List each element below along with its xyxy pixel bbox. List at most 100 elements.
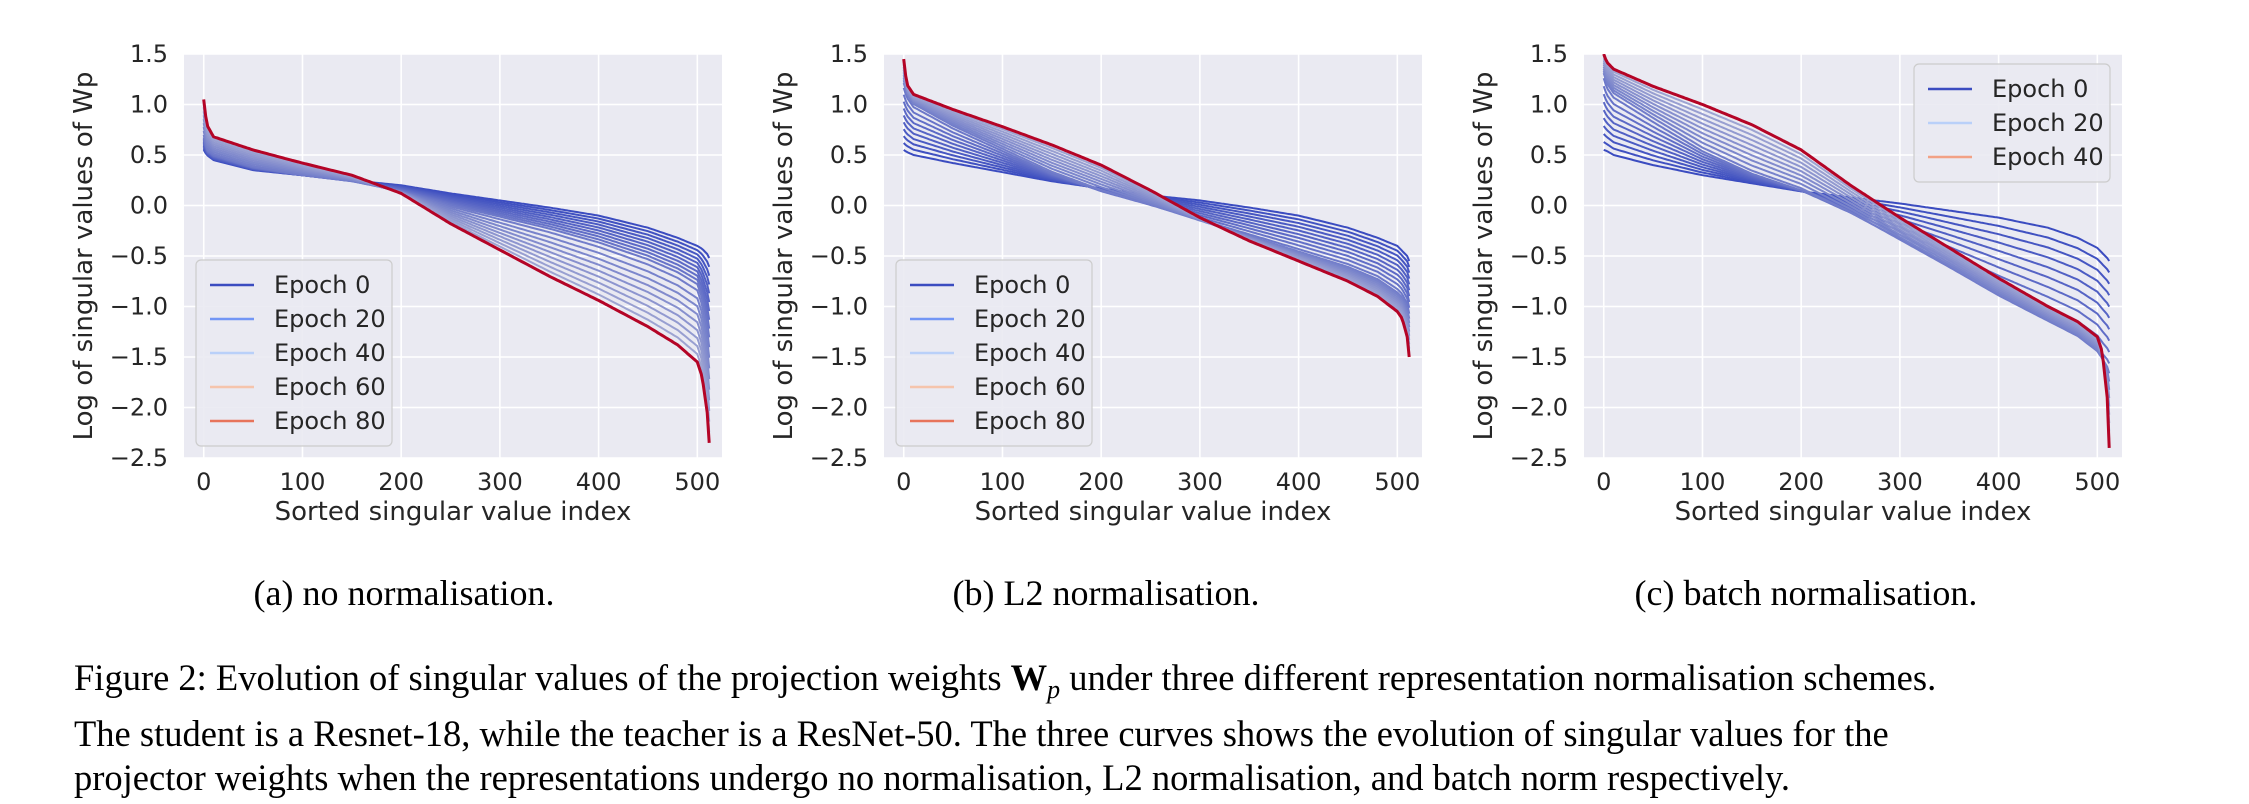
subcaption: (c) batch normalisation. xyxy=(1635,573,1978,613)
x-tick-label: 300 xyxy=(477,468,523,496)
y-tick-label: −2.5 xyxy=(810,444,868,472)
legend-label: Epoch 60 xyxy=(274,373,386,401)
y-axis-label: Log of singular values of Wp xyxy=(1469,72,1499,441)
series-line-epoch xyxy=(1602,70,2111,382)
series-line-epoch xyxy=(202,126,711,369)
y-tick-label: 0.5 xyxy=(1530,141,1568,169)
legend: Epoch 0 Epoch 20 Epoch 40 xyxy=(1913,63,2111,183)
legend-box xyxy=(195,259,393,447)
series-line-epoch xyxy=(1602,60,2111,424)
series-line-epoch xyxy=(1602,68,2111,391)
series-line-epoch xyxy=(902,64,1411,349)
y-tick-label: 1.5 xyxy=(830,40,868,68)
y-tick-label: −1.5 xyxy=(110,343,168,371)
y-tick-label: −0.5 xyxy=(810,242,868,270)
legend-label: Epoch 40 xyxy=(974,339,1086,367)
x-tick-label: 100 xyxy=(280,468,326,496)
series-line-epoch xyxy=(1602,57,2111,432)
series-group xyxy=(902,58,1411,358)
wp-symbol: Wp xyxy=(1010,657,1061,704)
legend-label: Epoch 80 xyxy=(274,407,386,435)
legend-label: Epoch 20 xyxy=(1992,109,2104,137)
x-axis-label: Sorted singular value index xyxy=(1675,497,2032,527)
y-tick-label: −1.0 xyxy=(110,293,168,321)
x-tick-label: 100 xyxy=(1680,468,1726,496)
legend-box xyxy=(895,259,1093,447)
legend: Epoch 0 Epoch 20 Epoch 40 Epoch 60 Epoch 80 xyxy=(195,259,393,447)
y-tick-label: 1.5 xyxy=(1530,40,1568,68)
series-line-epoch xyxy=(902,58,1411,358)
x-tick-label: 200 xyxy=(1778,468,1824,496)
series-line-epoch xyxy=(1602,133,2111,285)
x-tick-label: 500 xyxy=(674,468,720,496)
y-tick-label: −1.5 xyxy=(1510,343,1568,371)
y-tick-label: −1.0 xyxy=(1510,293,1568,321)
legend-label: Epoch 0 xyxy=(1992,75,2088,103)
series-line-epoch xyxy=(902,77,1411,328)
series-line-epoch xyxy=(202,111,711,412)
y-axis-label: Log of singular values of Wp xyxy=(769,72,799,441)
x-tick-label: 500 xyxy=(2074,468,2120,496)
x-tick-label: 200 xyxy=(378,468,424,496)
series-line-epoch xyxy=(902,80,1411,324)
y-tick-label: −2.0 xyxy=(1510,394,1568,422)
series-line-epoch xyxy=(902,74,1411,332)
y-tick-label: −2.5 xyxy=(110,444,168,472)
legend: Epoch 0 Epoch 20 Epoch 40 Epoch 60 Epoch 80 xyxy=(895,259,1093,447)
legend-box xyxy=(1913,63,2111,183)
y-tick-label: −1.5 xyxy=(810,343,868,371)
y-tick-label: −2.0 xyxy=(110,394,168,422)
caption-text: Figure 2: Evolution of singular values o… xyxy=(74,657,1011,698)
series-group xyxy=(1602,54,2111,448)
series-line-epoch xyxy=(902,66,1411,345)
series-line-epoch xyxy=(1602,72,2111,374)
x-tick-label: 300 xyxy=(1877,468,1923,496)
y-tick-label: 0.0 xyxy=(830,192,868,220)
x-tick-label: 300 xyxy=(1177,468,1223,496)
caption-line-3: projector weights when the representatio… xyxy=(74,757,1791,798)
caption-line-2: The student is a Resnet-18, while the te… xyxy=(74,713,1889,754)
y-tick-label: 1.5 xyxy=(130,40,168,68)
series-line-epoch xyxy=(202,107,711,422)
series-group xyxy=(202,99,711,443)
series-line-epoch xyxy=(202,115,711,401)
x-tick-label: 500 xyxy=(1374,468,1420,496)
series-line-epoch xyxy=(202,99,711,443)
legend-label: Epoch 40 xyxy=(274,339,386,367)
wp-main: W xyxy=(1010,657,1048,698)
series-line-epoch xyxy=(202,130,711,358)
legend-label: Epoch 20 xyxy=(974,305,1086,333)
y-tick-label: 0.0 xyxy=(1530,192,1568,220)
y-tick-label: 0.5 xyxy=(130,141,168,169)
caption-line-1: Figure 2: Evolution of singular values o… xyxy=(74,656,2184,712)
x-tick-label: 0 xyxy=(1596,468,1611,496)
series-line-epoch xyxy=(1602,64,2111,407)
series-line-epoch xyxy=(902,72,1411,336)
x-tick-label: 0 xyxy=(896,468,911,496)
y-tick-label: −2.0 xyxy=(810,394,868,422)
y-tick-label: −0.5 xyxy=(110,242,168,270)
legend-label: Epoch 0 xyxy=(274,271,370,299)
subcaption: (a) no normalisation. xyxy=(254,573,555,613)
x-tick-label: 100 xyxy=(980,468,1026,496)
chart-panel-3: 1.5 1.0 0.5 0.0 −0.5 −1.0 −1.5 −2.0 −2.5 0 100 200 3… xyxy=(1469,40,2122,527)
series-line-epoch xyxy=(1602,62,2111,415)
subcaption: (b) L2 normalisation. xyxy=(953,573,1260,613)
series-line-epoch xyxy=(202,118,711,390)
x-tick-label: 400 xyxy=(1276,468,1322,496)
series-line-epoch xyxy=(1602,54,2111,448)
y-tick-label: 1.0 xyxy=(1530,91,1568,119)
legend-label: Epoch 20 xyxy=(274,305,386,333)
x-tick-label: 400 xyxy=(576,468,622,496)
y-axis-label: Log of singular values of Wp xyxy=(69,72,99,441)
y-tick-label: 1.0 xyxy=(830,91,868,119)
y-tick-label: −1.0 xyxy=(810,293,868,321)
x-tick-label: 400 xyxy=(1976,468,2022,496)
y-tick-label: −0.5 xyxy=(1510,242,1568,270)
y-tick-label: 0.0 xyxy=(130,192,168,220)
series-line-epoch xyxy=(202,134,711,348)
figure-caption: Figure 2: Evolution of singular values o… xyxy=(74,656,2184,800)
legend-label: Epoch 40 xyxy=(1992,143,2104,171)
legend-label: Epoch 0 xyxy=(974,271,1070,299)
series-line-epoch xyxy=(902,69,1411,341)
